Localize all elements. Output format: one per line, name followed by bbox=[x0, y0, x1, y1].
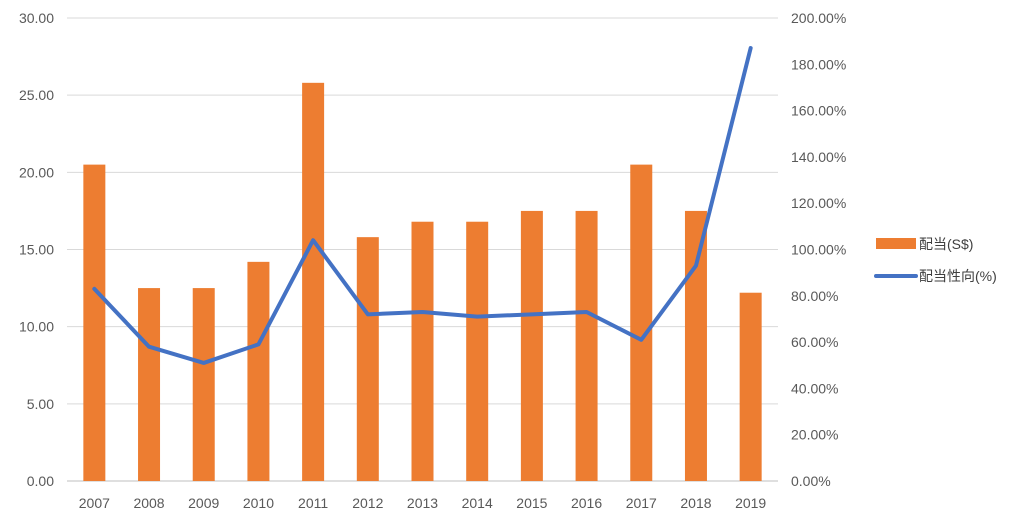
right-axis-tick-label: 20.00% bbox=[791, 427, 838, 443]
bar-2010 bbox=[247, 262, 269, 481]
left-axis-tick-label: 5.00 bbox=[27, 396, 54, 412]
right-axis-tick-label: 100.00% bbox=[791, 242, 846, 258]
right-axis-tick-label: 180.00% bbox=[791, 56, 846, 72]
bar-2017 bbox=[630, 165, 652, 481]
right-axis-tick-label: 40.00% bbox=[791, 380, 838, 396]
x-axis-tick-label: 2015 bbox=[516, 495, 547, 511]
bar-2008 bbox=[138, 288, 160, 481]
x-axis-tick-label: 2009 bbox=[188, 495, 219, 511]
x-axis-tick-label: 2013 bbox=[407, 495, 438, 511]
right-axis-tick-label: 60.00% bbox=[791, 334, 838, 350]
right-axis-tick-labels: 0.00% 20.00% 40.00% 60.00% 80.00% 100.00% 120.… bbox=[791, 10, 846, 489]
left-axis-tick-label: 0.00 bbox=[27, 473, 54, 489]
x-axis-tick-label: 2014 bbox=[462, 495, 493, 511]
right-axis-tick-label: 120.00% bbox=[791, 195, 846, 211]
bar-2016 bbox=[576, 211, 598, 481]
left-axis-tick-label: 30.00 bbox=[19, 10, 54, 26]
bar-2013 bbox=[412, 222, 434, 481]
legend: 配当(S$) 配当性向(%) bbox=[876, 236, 997, 284]
right-axis-tick-label: 160.00% bbox=[791, 103, 846, 119]
x-axis-tick-label: 2011 bbox=[298, 495, 328, 511]
left-axis-tick-label: 20.00 bbox=[19, 164, 54, 180]
bar-2012 bbox=[357, 237, 379, 481]
bar-2019 bbox=[740, 293, 762, 481]
right-axis-tick-label: 140.00% bbox=[791, 149, 846, 165]
x-axis-tick-label: 2008 bbox=[133, 495, 164, 511]
x-axis-tick-label: 2019 bbox=[735, 495, 766, 511]
left-axis-tick-label: 10.00 bbox=[19, 319, 54, 335]
x-axis-tick-label: 2010 bbox=[243, 495, 274, 511]
right-axis-tick-label: 80.00% bbox=[791, 288, 838, 304]
bar-2014 bbox=[466, 222, 488, 481]
x-axis-tick-label: 2018 bbox=[680, 495, 711, 511]
bar-2015 bbox=[521, 211, 543, 481]
legend-label-line: 配当性向(%) bbox=[919, 268, 997, 284]
bar-series bbox=[83, 83, 761, 481]
x-axis-tick-label: 2012 bbox=[352, 495, 383, 511]
left-axis-tick-labels: 0.00 5.00 10.00 15.00 20.00 25.00 30.00 bbox=[19, 10, 54, 489]
bar-2009 bbox=[193, 288, 215, 481]
right-axis-tick-label: 0.00% bbox=[791, 473, 831, 489]
x-axis-tick-label: 2016 bbox=[571, 495, 602, 511]
left-axis-tick-label: 15.00 bbox=[19, 242, 54, 258]
legend-label-bar: 配当(S$) bbox=[919, 236, 973, 252]
x-axis-tick-label: 2007 bbox=[79, 495, 110, 511]
legend-swatch-bar bbox=[876, 238, 916, 249]
bar-2007 bbox=[83, 165, 105, 481]
bar-2011 bbox=[302, 83, 324, 481]
x-axis-tick-labels: 2007 2008 2009 2010 2011 2012 2013 2014 2015 2016… bbox=[79, 495, 767, 511]
x-axis-tick-label: 2017 bbox=[626, 495, 657, 511]
bar-2018 bbox=[685, 211, 707, 481]
left-axis-tick-label: 25.00 bbox=[19, 87, 54, 103]
right-axis-tick-label: 200.00% bbox=[791, 10, 846, 26]
